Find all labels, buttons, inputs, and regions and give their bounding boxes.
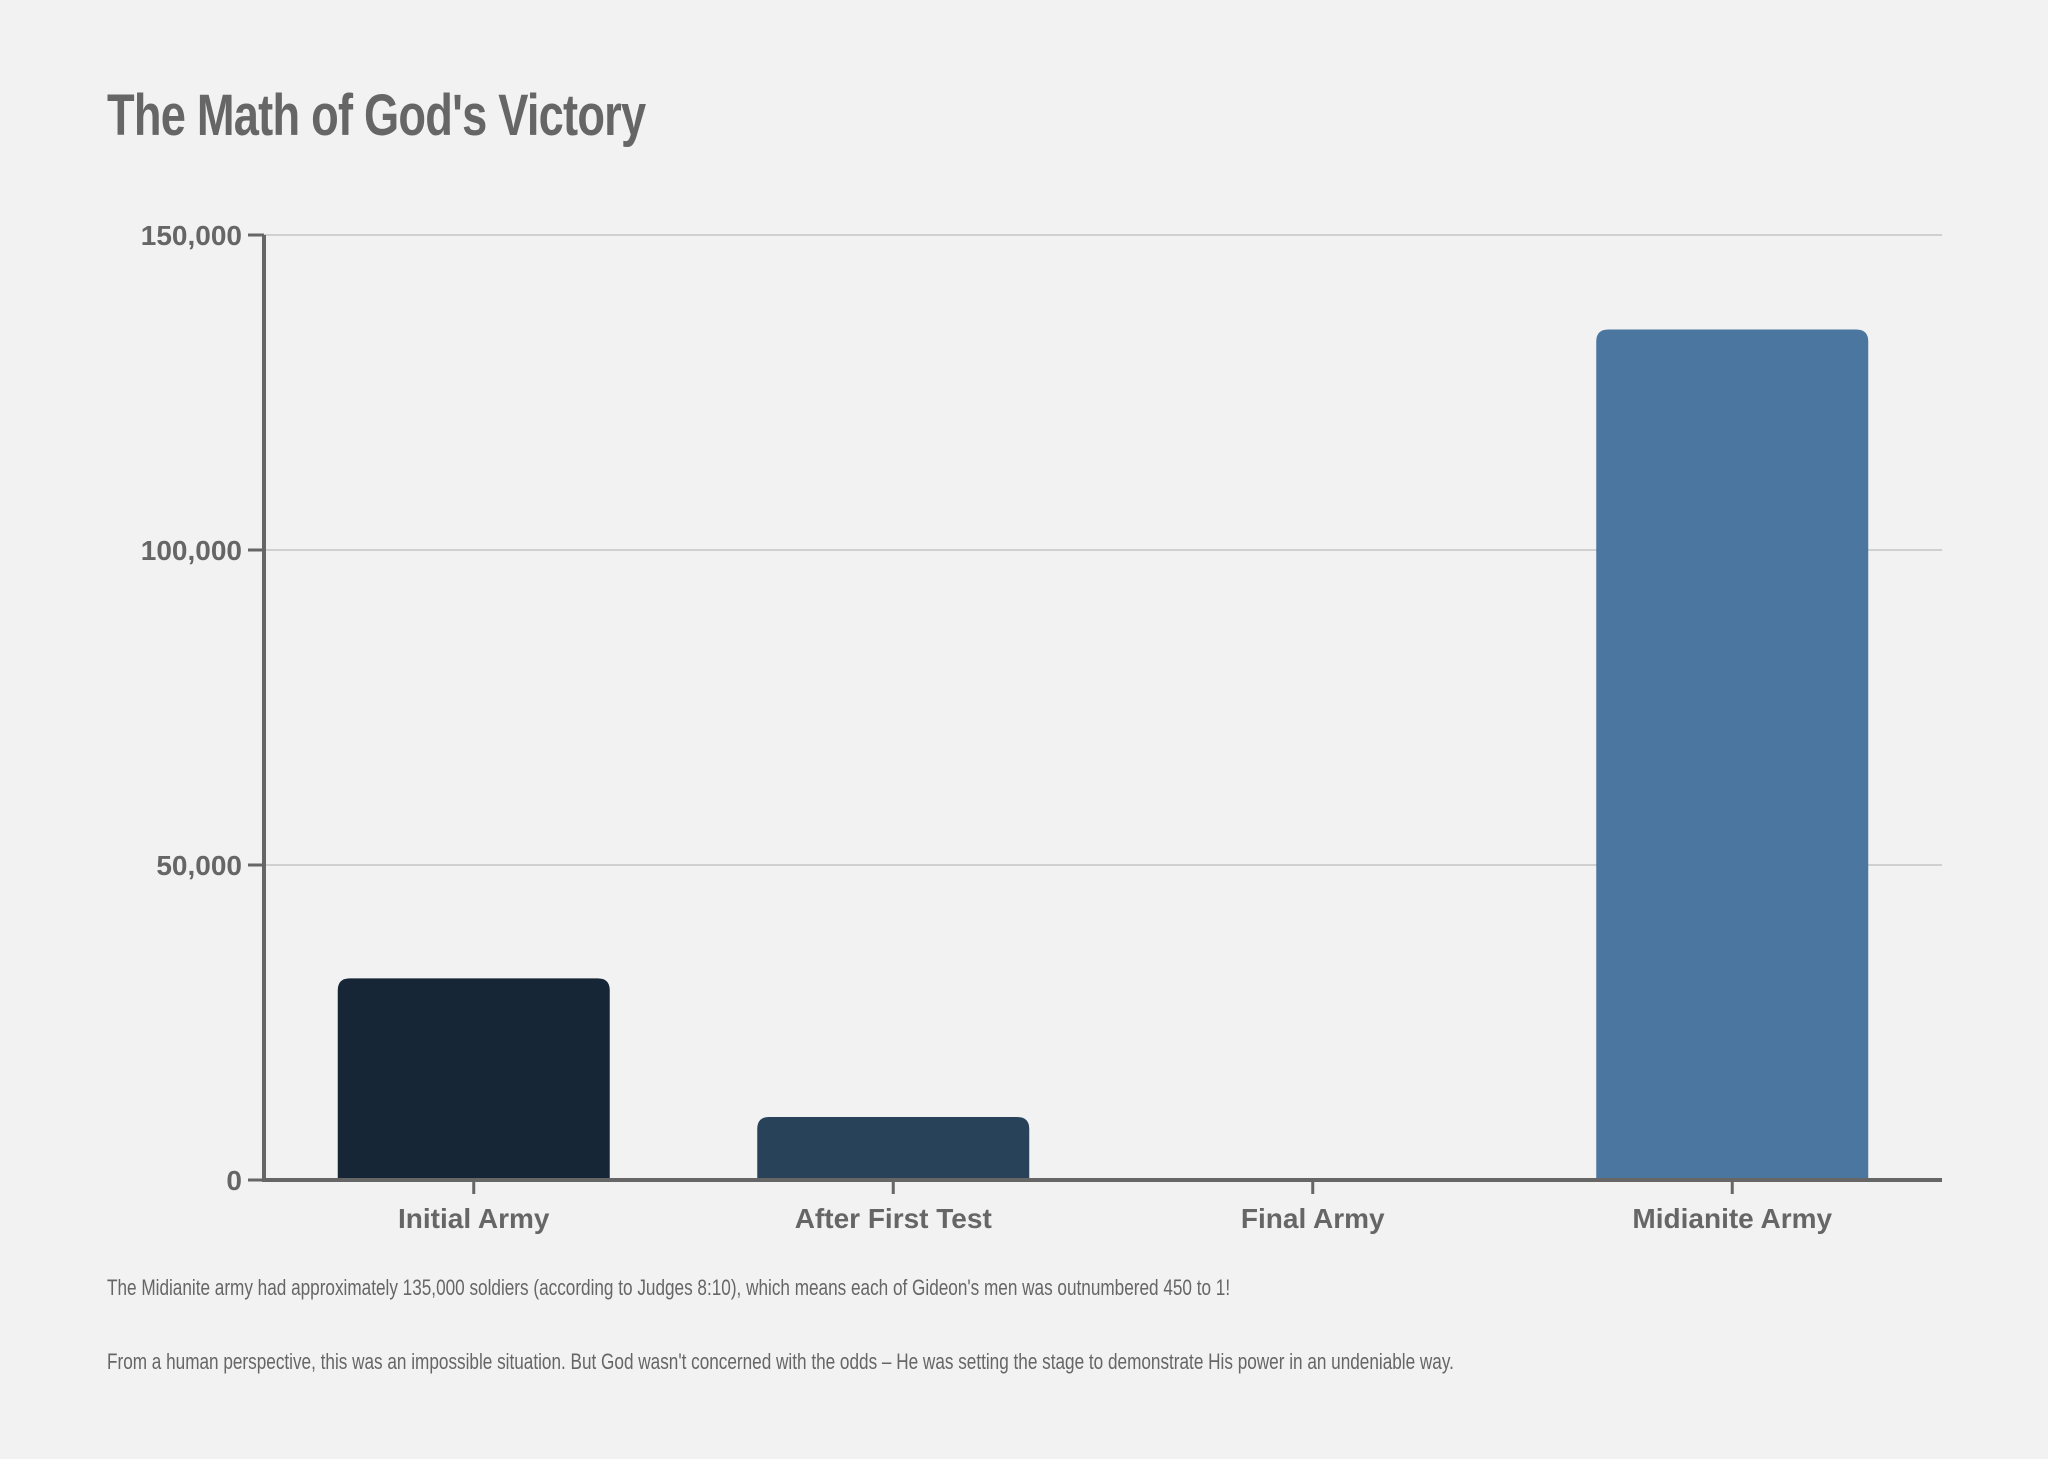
bars bbox=[337, 329, 1869, 1180]
x-tick-label: Midianite Army bbox=[1632, 1203, 1832, 1234]
chart-title: The Math of God's Victory bbox=[107, 83, 646, 148]
bar-midianite-army bbox=[1596, 329, 1869, 1180]
tick-labels: 0 50,000 100,000 150,000 Initial Army After F… bbox=[141, 220, 1833, 1234]
note-line-1: The Midianite army had approximately 135… bbox=[107, 1275, 1231, 1300]
bar-after-first-test bbox=[757, 1117, 1030, 1180]
x-tick-label: Final Army bbox=[1241, 1203, 1385, 1234]
axes bbox=[248, 233, 1942, 1194]
x-tick-label: Initial Army bbox=[398, 1203, 550, 1234]
x-tick-label: After First Test bbox=[795, 1203, 992, 1234]
bar-initial-army bbox=[337, 978, 610, 1180]
note-line-2: From a human perspective, this was an im… bbox=[107, 1349, 1454, 1374]
y-tick-label: 100,000 bbox=[141, 535, 242, 566]
y-tick-label: 50,000 bbox=[156, 850, 242, 881]
y-tick-label: 150,000 bbox=[141, 220, 242, 251]
y-tick-label: 0 bbox=[226, 1165, 242, 1196]
